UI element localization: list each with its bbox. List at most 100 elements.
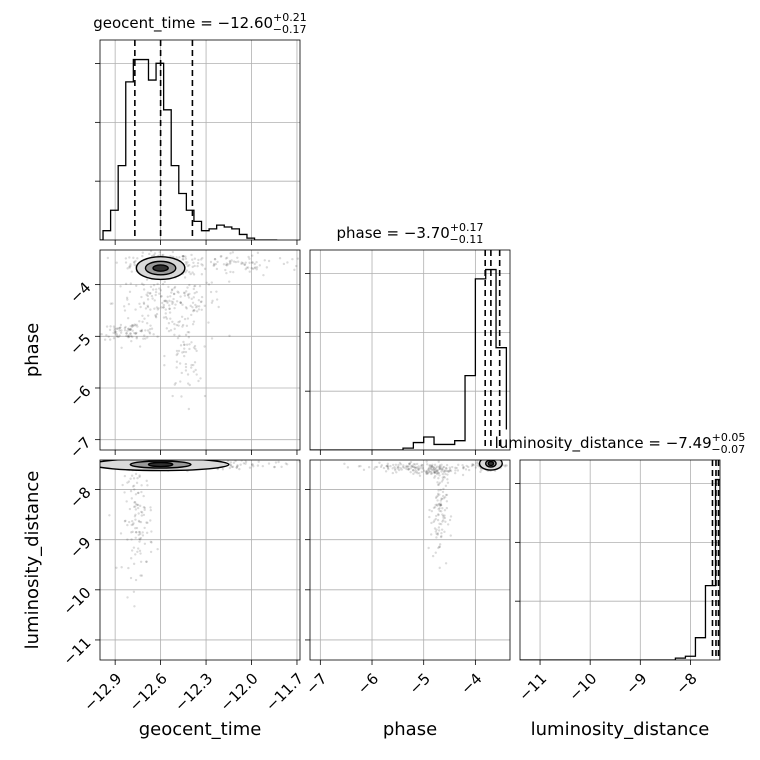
- sample-point: [131, 329, 134, 332]
- sample-point: [0, 462, 2, 464]
- sample-point: [436, 468, 440, 471]
- sample-point: [282, 262, 286, 266]
- sample-point: [142, 337, 145, 340]
- sample-point: [412, 472, 415, 476]
- sample-point: [108, 328, 112, 332]
- sample-point: [443, 508, 447, 512]
- sample-point: [173, 286, 176, 290]
- sample-point: [134, 553, 137, 556]
- panel-phase-vs-geocent_time: −7 −6 −5 −4: [66, 249, 301, 462]
- sample-point: [225, 264, 229, 267]
- sample-point: [433, 470, 436, 473]
- sample-point: [443, 456, 445, 458]
- sample-point: [205, 281, 208, 284]
- sample-point: [438, 474, 441, 477]
- sample-point: [393, 465, 396, 469]
- sample-point: [445, 463, 449, 467]
- sample-point: [133, 605, 136, 608]
- sample-point: [186, 264, 190, 268]
- sample-point: [201, 264, 204, 267]
- sample-point: [443, 476, 446, 479]
- title-name: geocent_time: [93, 14, 195, 33]
- sample-point: [480, 468, 483, 472]
- sample-point: [442, 465, 446, 469]
- sample-point: [154, 314, 157, 317]
- sample-point: [183, 354, 186, 358]
- sample-point: [93, 461, 95, 463]
- sample-point: [429, 533, 433, 536]
- sample-point: [286, 261, 289, 264]
- sample-point: [181, 323, 185, 327]
- sample-point: [146, 304, 149, 308]
- sample-point: [192, 296, 195, 299]
- sample-point: [399, 463, 403, 466]
- sample-point: [397, 466, 400, 469]
- sample-point: [413, 466, 417, 469]
- x-tick-label: −11: [515, 670, 550, 705]
- sample-point: [430, 465, 433, 468]
- sample-point: [142, 288, 146, 291]
- sample-point: [151, 288, 155, 291]
- sample-point: [172, 292, 176, 296]
- sample-point: [140, 490, 143, 494]
- sample-point: [95, 340, 97, 342]
- sample-point: [146, 329, 150, 332]
- sample-point: [472, 463, 475, 467]
- sample-point: [183, 317, 187, 321]
- x-axis-label-luminosity_distance: luminosity_distance: [531, 719, 710, 740]
- sample-point: [40, 463, 42, 465]
- sample-point: [435, 536, 438, 539]
- sample-point: [373, 467, 376, 471]
- sample-point: [142, 302, 146, 306]
- sample-point: [437, 465, 441, 469]
- sample-point: [188, 283, 191, 287]
- sample-point: [112, 331, 115, 335]
- sample-point: [130, 324, 134, 327]
- sample-point: [441, 513, 444, 516]
- sample-point: [395, 471, 398, 474]
- sample-point: [133, 263, 136, 266]
- sample-point: [427, 470, 430, 473]
- sample-point: [438, 509, 441, 513]
- sample-point: [441, 490, 445, 494]
- sample-point: [21, 461, 23, 463]
- sample-point: [431, 465, 434, 469]
- sample-point: [126, 267, 129, 270]
- sample-point: [430, 521, 433, 525]
- sample-point: [174, 303, 177, 306]
- sample-point: [229, 252, 232, 255]
- sample-point: [135, 284, 138, 287]
- sample-point: [248, 257, 251, 261]
- sample-point: [213, 258, 217, 261]
- sample-point: [126, 329, 129, 333]
- sample-point: [86, 326, 88, 328]
- sample-point: [195, 349, 198, 353]
- sample-point: [434, 530, 438, 533]
- sample-point: [193, 264, 196, 268]
- sample-point: [149, 519, 152, 522]
- sample-point: [56, 462, 58, 464]
- sample-point: [159, 295, 163, 298]
- sample-point: [95, 331, 97, 333]
- sample-point: [95, 467, 97, 469]
- sample-point: [164, 312, 167, 315]
- sample-point: [417, 472, 421, 475]
- sample-point: [158, 251, 161, 254]
- sample-point: [273, 465, 276, 469]
- sample-point: [127, 336, 130, 339]
- sample-point: [192, 287, 196, 291]
- sample-point: [434, 551, 437, 554]
- sample-point: [133, 331, 136, 335]
- sample-point: [129, 328, 132, 331]
- sample-point: [127, 520, 131, 524]
- sample-point: [255, 268, 258, 271]
- sample-point: [434, 496, 438, 500]
- sample-point: [160, 295, 163, 298]
- sample-point: [170, 289, 174, 292]
- sample-point: [436, 481, 439, 484]
- sample-point: [440, 463, 443, 467]
- sample-point: [141, 531, 144, 534]
- sample-point: [429, 470, 432, 474]
- sample-point: [210, 281, 213, 284]
- sample-point: [184, 369, 188, 372]
